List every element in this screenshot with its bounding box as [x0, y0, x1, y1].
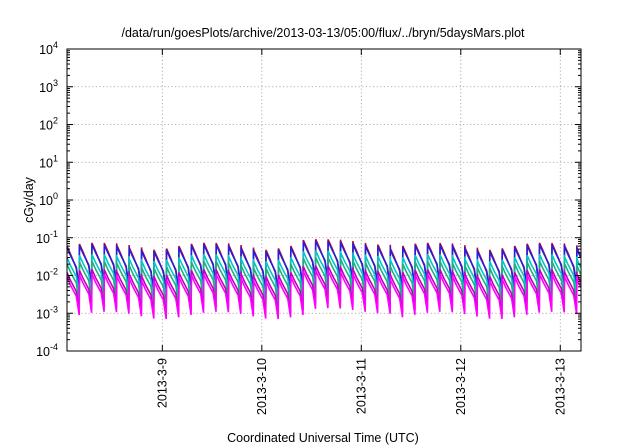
y-tick-label-exponent: 0 [53, 191, 58, 201]
chart-title: /data/run/goesPlots/archive/2013-03-13/0… [121, 26, 525, 40]
y-tick-label-base: 10 [39, 119, 53, 133]
y-tick-label: 104 [39, 40, 58, 57]
y-tick-label-exponent: -4 [50, 342, 58, 352]
grid-layer [67, 49, 581, 351]
y-tick-label-base: 10 [39, 194, 53, 208]
y-tick-label-base: 10 [36, 270, 50, 284]
x-tick-label: 2013-3-11 [354, 358, 368, 414]
y-tick-label: 10-4 [36, 342, 58, 359]
y-tick-label-exponent: 2 [53, 116, 58, 126]
y-tick-label-exponent: -3 [50, 304, 58, 314]
y-tick-label-base: 10 [36, 232, 50, 246]
x-tick-label: 2013-3-12 [454, 358, 468, 415]
y-tick-label-exponent: -1 [50, 229, 58, 239]
y-tick-label-exponent: -2 [50, 267, 58, 277]
y-axis-label: cGy/day [22, 176, 36, 223]
x-tick-label: 2013-3-9 [155, 358, 169, 408]
y-tick-label-base: 10 [39, 43, 53, 57]
y-tick-label-base: 10 [36, 345, 50, 359]
y-tick-label-exponent: 3 [53, 78, 58, 88]
y-tick-label-base: 10 [36, 307, 50, 321]
y-tick-label: 10-3 [36, 304, 58, 321]
series-layer [66, 238, 582, 320]
x-tick-label: 2013-3-10 [255, 358, 269, 415]
y-tick-label-base: 10 [39, 81, 53, 95]
y-tick-label-base: 10 [39, 156, 53, 170]
y-tick-label-exponent: 1 [53, 153, 58, 163]
x-axis-label: Coordinated Universal Time (UTC) [227, 431, 419, 445]
x-tick-label: 2013-3-13 [553, 358, 567, 415]
y-tick-label: 103 [39, 78, 58, 95]
y-tick-label: 101 [39, 153, 58, 170]
y-tick-label: 10-2 [36, 267, 58, 284]
y-tick-label: 102 [39, 116, 58, 133]
series-line [66, 270, 582, 320]
y-tick-label-exponent: 4 [53, 40, 58, 50]
y-tick-label: 100 [39, 191, 58, 208]
plot-frame [66, 48, 582, 352]
y-tick-label: 10-1 [36, 229, 58, 246]
